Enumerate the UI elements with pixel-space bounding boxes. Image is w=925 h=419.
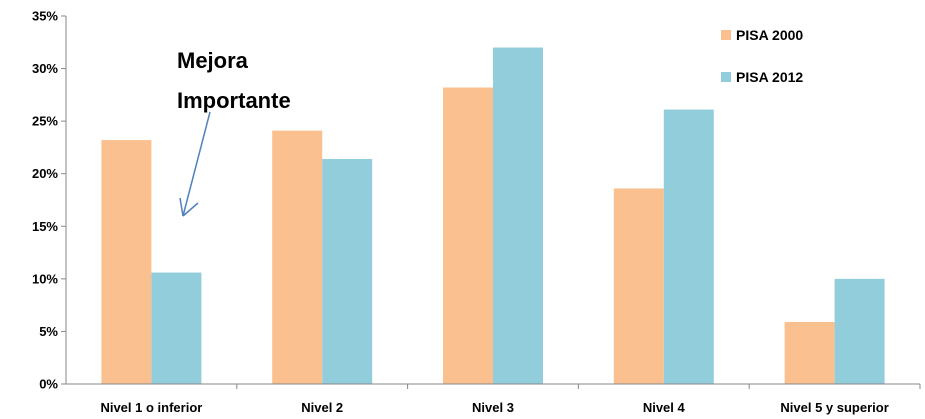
- annotation-arrow-head-left: [179, 197, 184, 217]
- legend-swatch: [721, 72, 731, 82]
- bar-pisa-2000: [613, 188, 664, 384]
- annotation-line-1: Mejora: [177, 48, 249, 73]
- y-tick-label: 25%: [32, 114, 58, 129]
- bar-pisa-2012: [322, 158, 373, 384]
- y-tick-label: 0%: [39, 377, 58, 392]
- x-axis-labels: Nivel 1 o inferior Nivel 2 Nivel 3 Nivel 4 N…: [100, 384, 921, 415]
- annotation: Mejora Importante: [177, 48, 291, 217]
- bar-pisa-2000: [101, 140, 152, 384]
- y-tick-label: 10%: [32, 271, 58, 286]
- bar-pisa-2012: [663, 109, 714, 384]
- legend: PISA 2000 PISA 2012: [721, 27, 803, 85]
- y-tick-label: 15%: [32, 219, 58, 234]
- y-tick-label: 20%: [32, 166, 58, 181]
- x-tick-label: Nivel 2: [301, 400, 343, 415]
- annotation-arrow-shaft: [182, 111, 211, 217]
- bars: [101, 47, 885, 385]
- bar-pisa-2000: [272, 130, 323, 384]
- x-tick-label: Nivel 3: [472, 400, 514, 415]
- y-tick-label: 30%: [32, 61, 58, 76]
- bar-pisa-2000: [443, 87, 493, 385]
- bar-pisa-2012: [493, 47, 543, 385]
- legend-label: PISA 2012: [736, 69, 803, 85]
- bar-pisa-2012: [151, 272, 202, 384]
- y-tick-label: 5%: [39, 324, 58, 339]
- annotation-line-2: Importante: [177, 88, 291, 113]
- x-tick-label: Nivel 1 o inferior: [100, 400, 202, 415]
- x-tick-label: Nivel 4: [643, 400, 686, 415]
- bar-pisa-2012: [834, 278, 885, 384]
- y-axis-ticks: 0% 5% 10% 15% 20% 25% 30% 35%: [32, 9, 66, 392]
- annotation-arrow-head-right: [182, 202, 199, 217]
- legend-swatch: [721, 30, 731, 40]
- y-tick-label: 35%: [32, 9, 58, 24]
- x-tick-label: Nivel 5 y superior: [780, 400, 888, 415]
- bar-pisa-2000: [784, 321, 835, 384]
- legend-label: PISA 2000: [736, 27, 803, 43]
